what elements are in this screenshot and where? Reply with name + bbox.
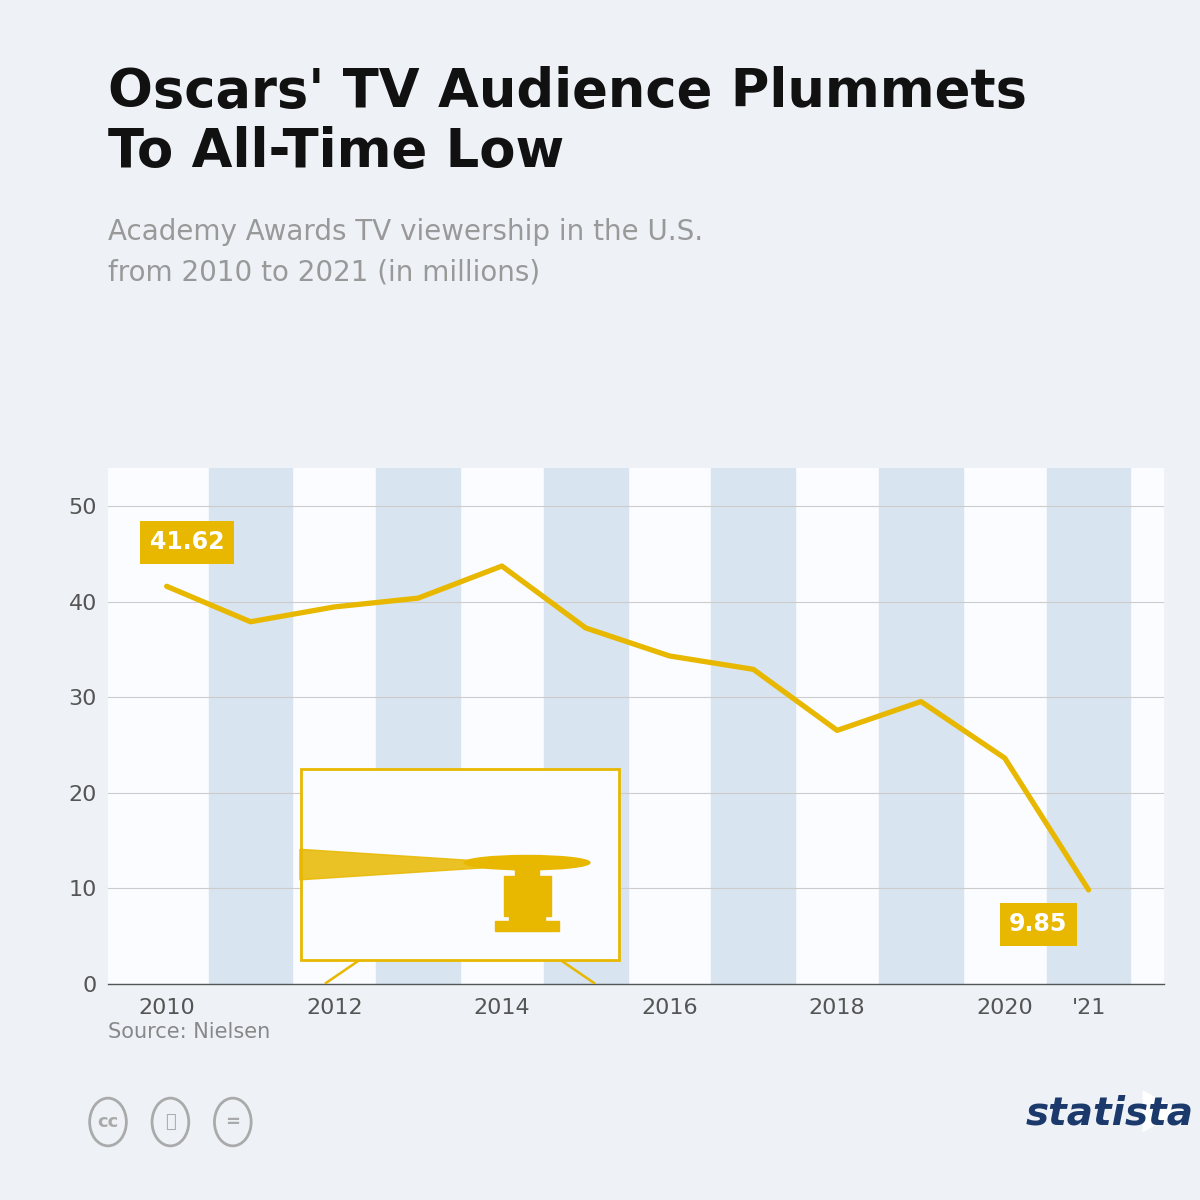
Text: cc: cc — [97, 1114, 119, 1130]
Polygon shape — [1144, 1091, 1180, 1132]
Polygon shape — [300, 850, 534, 880]
Text: Academy Awards TV viewership in the U.S.: Academy Awards TV viewership in the U.S. — [108, 218, 703, 246]
Circle shape — [464, 856, 590, 870]
Text: Source: Nielsen: Source: Nielsen — [108, 1022, 270, 1043]
Bar — [515, 869, 539, 876]
Text: ⓘ: ⓘ — [166, 1114, 175, 1130]
Text: To All-Time Low: To All-Time Low — [108, 126, 564, 178]
Bar — [544, 468, 628, 984]
Text: 9.85: 9.85 — [1009, 912, 1067, 936]
Text: 41.62: 41.62 — [150, 530, 224, 554]
Text: =: = — [226, 1114, 240, 1130]
Text: Oscars' TV Audience Plummets: Oscars' TV Audience Plummets — [108, 66, 1027, 118]
Bar — [209, 468, 293, 984]
Bar — [712, 468, 796, 984]
Bar — [509, 916, 546, 920]
Bar — [504, 876, 551, 916]
Text: from 2010 to 2021 (in millions): from 2010 to 2021 (in millions) — [108, 258, 540, 286]
Bar — [376, 468, 460, 984]
Bar — [301, 769, 619, 960]
Bar — [496, 920, 559, 931]
Text: statista: statista — [1026, 1094, 1194, 1133]
Bar — [880, 468, 962, 984]
Bar — [1046, 468, 1130, 984]
